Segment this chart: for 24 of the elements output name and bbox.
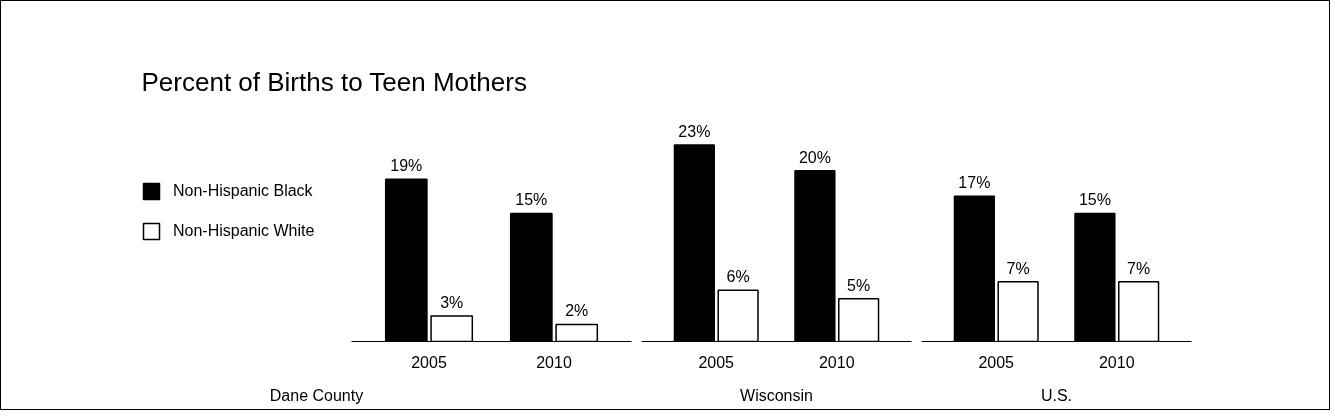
data-label: 3%: [440, 293, 464, 311]
data-label: 7%: [1127, 259, 1151, 277]
data-label: 7%: [1006, 259, 1030, 277]
x-axis-title: Wisconsin: [740, 386, 813, 404]
data-label: 15%: [515, 191, 548, 209]
data-label: 2%: [565, 302, 589, 320]
x-tick-label: 2010: [818, 353, 855, 371]
legend-label: Non-Hispanic Black: [173, 182, 313, 200]
data-label: 6%: [726, 268, 750, 286]
x-tick-label: 2005: [978, 353, 1015, 371]
chart-title: Percent of Births to Teen Mothers: [141, 66, 527, 97]
legend-label: Non-Hispanic White: [173, 222, 315, 240]
x-axis-title: U.S.: [1040, 386, 1073, 404]
data-label: 19%: [390, 157, 423, 175]
data-label: 20%: [798, 148, 831, 166]
data-label: 23%: [678, 123, 711, 141]
x-tick-label: 2010: [1098, 353, 1135, 371]
data-label: 17%: [958, 174, 991, 192]
x-tick-label: 2005: [698, 353, 735, 371]
x-axis-title: Dane County: [269, 386, 364, 404]
x-tick-label: 2005: [411, 353, 447, 371]
data-label: 15%: [1078, 191, 1111, 209]
data-label: 5%: [847, 276, 871, 294]
x-tick-label: 2010: [536, 353, 572, 371]
